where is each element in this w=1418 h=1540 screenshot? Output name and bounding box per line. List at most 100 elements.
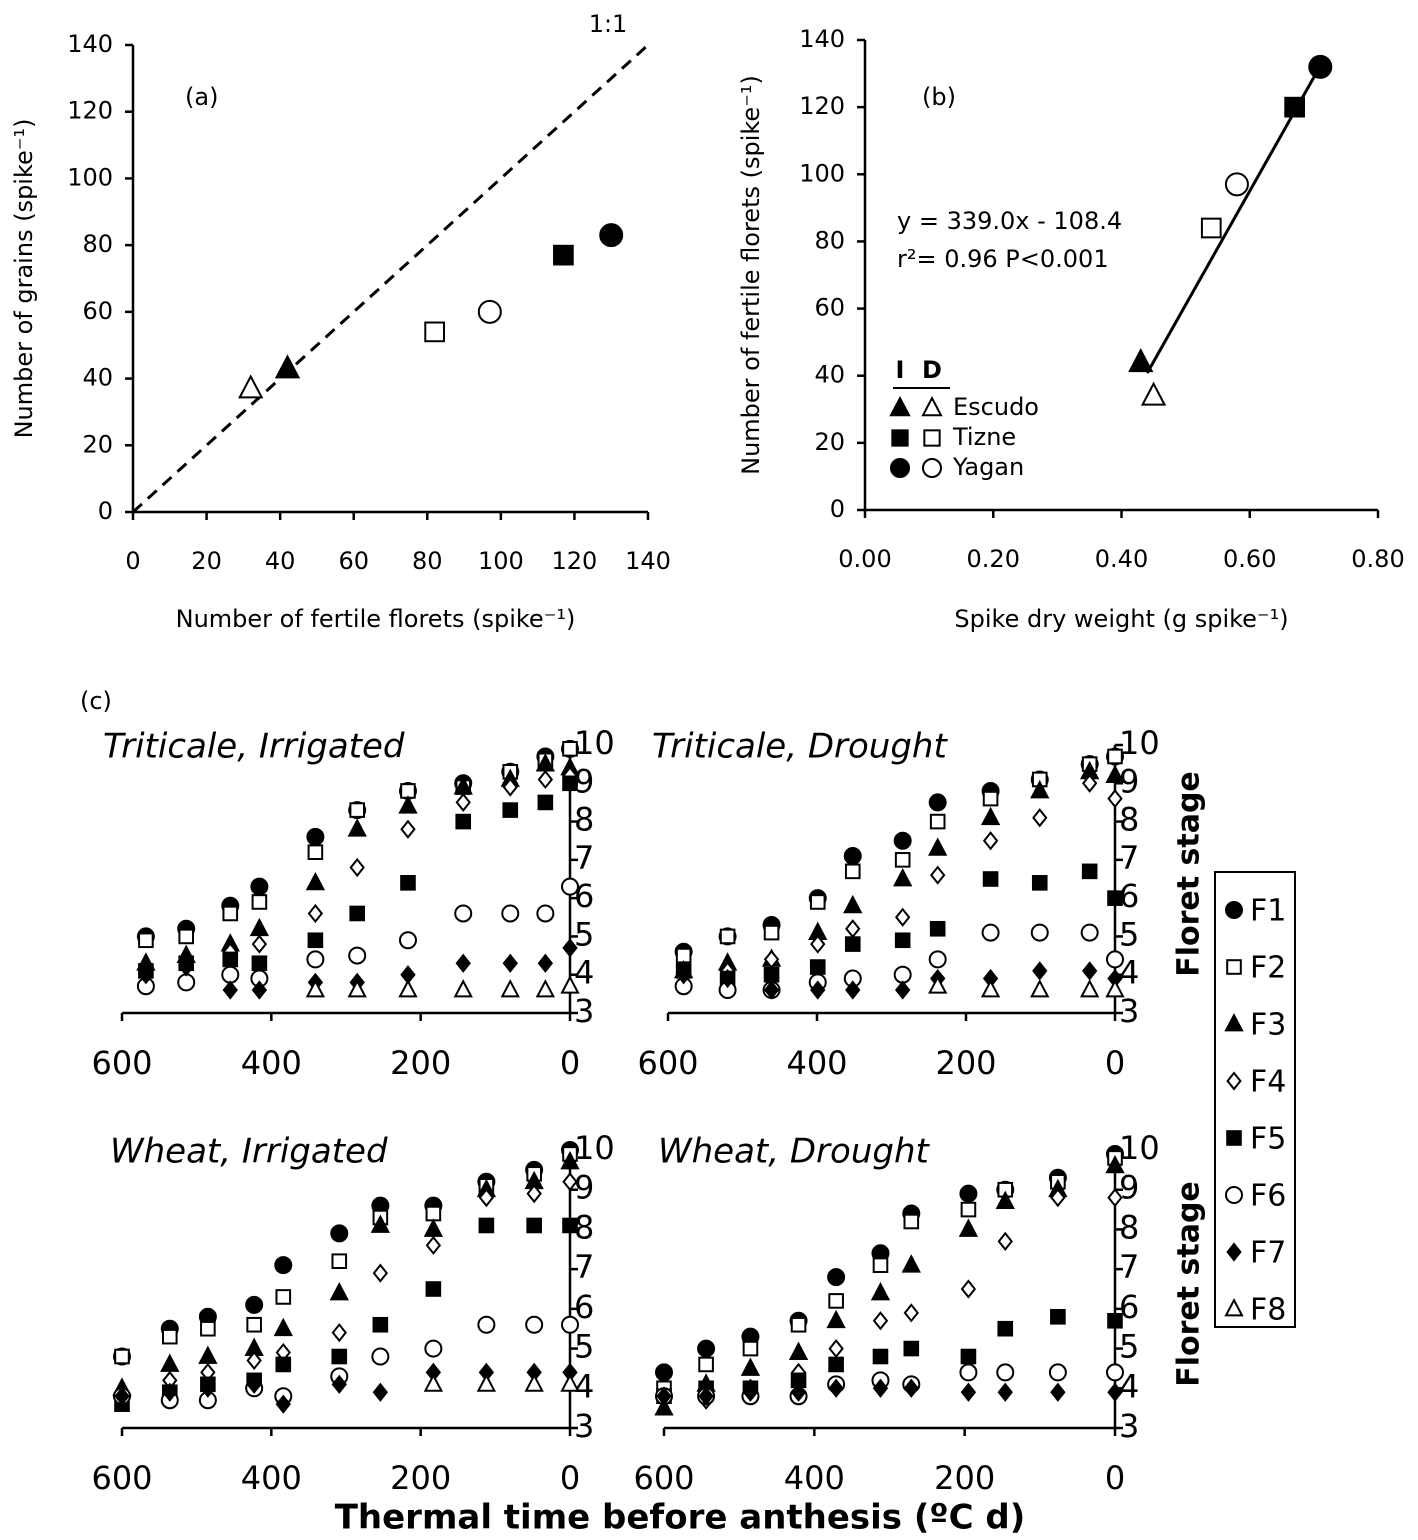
marker <box>719 928 736 945</box>
legend-box <box>1214 871 1296 1328</box>
marker <box>372 1316 389 1333</box>
marker <box>423 1373 444 1392</box>
marker <box>1081 863 1098 880</box>
marker <box>997 1231 1013 1251</box>
marker <box>1140 381 1167 406</box>
marker <box>1200 217 1222 239</box>
marker <box>844 936 861 952</box>
marker <box>454 904 473 923</box>
marker <box>1308 54 1333 79</box>
marker <box>273 1317 293 1337</box>
y-tick-label: 6 <box>574 877 594 915</box>
marker <box>698 1356 714 1373</box>
y-tick-label: 8 <box>1119 801 1139 839</box>
marker <box>893 868 913 887</box>
marker <box>331 1323 347 1343</box>
y-tick-label: 80 <box>814 226 845 254</box>
marker <box>982 790 999 807</box>
marker <box>537 953 554 973</box>
subplot-title: Wheat, Irrigated <box>110 1132 388 1172</box>
legend-marker <box>1225 901 1243 919</box>
marker <box>995 1190 1015 1210</box>
x-tick-label: 140 <box>625 547 671 575</box>
legend-marker <box>891 429 909 447</box>
marker <box>928 950 947 969</box>
x-tick-label: 200 <box>390 1459 451 1497</box>
x-tick-label: 0 <box>560 1044 580 1082</box>
y-tick-label: 9 <box>1119 1169 1139 1207</box>
marker <box>763 966 780 983</box>
marker <box>222 905 239 922</box>
marker <box>872 1311 889 1331</box>
y-tick-label: 140 <box>799 25 845 53</box>
marker <box>1224 172 1249 197</box>
marker <box>306 950 325 969</box>
legend-marker <box>923 429 941 447</box>
marker <box>245 1295 264 1314</box>
marker <box>347 818 367 837</box>
marker <box>161 1328 178 1345</box>
legend-marker <box>921 395 943 417</box>
marker <box>275 1289 292 1305</box>
marker <box>560 975 580 994</box>
marker <box>477 299 502 324</box>
y-tick-label: 8 <box>1119 1208 1139 1246</box>
marker <box>1284 96 1305 118</box>
marker <box>1106 950 1124 969</box>
x-tick-label: 200 <box>934 1459 995 1497</box>
legend-label: Yagan <box>952 453 1024 481</box>
y-tick-label: 4 <box>1119 1367 1139 1405</box>
marker <box>959 1184 978 1203</box>
marker <box>537 794 554 811</box>
marker <box>894 980 911 1000</box>
y-tick-label: 9 <box>574 1169 594 1207</box>
x-tick-label: 60 <box>338 547 369 575</box>
marker <box>763 980 780 1000</box>
legend-marker <box>1226 1130 1242 1146</box>
marker <box>425 1235 442 1255</box>
marker <box>398 979 418 998</box>
marker <box>1128 348 1154 373</box>
marker <box>742 1382 759 1402</box>
marker <box>536 904 555 923</box>
marker <box>1107 1312 1123 1329</box>
y-tick-label: 8 <box>574 1208 594 1246</box>
subplot-title: Wheat, Drought <box>658 1132 931 1172</box>
marker <box>1050 1309 1066 1325</box>
marker <box>347 979 367 998</box>
marker <box>476 1373 497 1392</box>
marker <box>894 932 911 949</box>
y-tick-label: 7 <box>1119 1248 1139 1286</box>
marker <box>275 1394 291 1414</box>
marker <box>222 980 238 1000</box>
y-tick-label: 8 <box>574 801 594 839</box>
y-tick-label: 120 <box>67 97 113 125</box>
y-tick-label: 5 <box>1119 915 1139 953</box>
y-tick-label: 6 <box>1119 1288 1139 1326</box>
marker <box>1031 875 1048 891</box>
marker <box>997 1382 1013 1402</box>
marker <box>845 980 861 1000</box>
marker <box>560 1373 580 1392</box>
marker <box>307 903 324 924</box>
marker <box>553 244 574 266</box>
panel-label: (b) <box>922 83 956 111</box>
marker <box>477 1315 496 1334</box>
y-tick-label: 3 <box>574 1407 594 1445</box>
marker <box>828 1293 844 1309</box>
marker <box>178 928 195 945</box>
x-tick-label: 400 <box>786 1044 847 1082</box>
marker <box>526 1217 542 1234</box>
marker <box>331 1348 348 1365</box>
marker <box>478 1217 495 1234</box>
identity-line <box>131 43 650 514</box>
marker <box>251 955 268 972</box>
marker <box>525 1315 544 1334</box>
marker <box>903 1340 920 1357</box>
y-tick-label: 0 <box>98 497 113 525</box>
marker <box>331 1253 348 1270</box>
legend-header: I <box>896 356 905 384</box>
marker <box>251 894 268 910</box>
marker <box>980 979 1001 998</box>
marker <box>398 795 418 814</box>
